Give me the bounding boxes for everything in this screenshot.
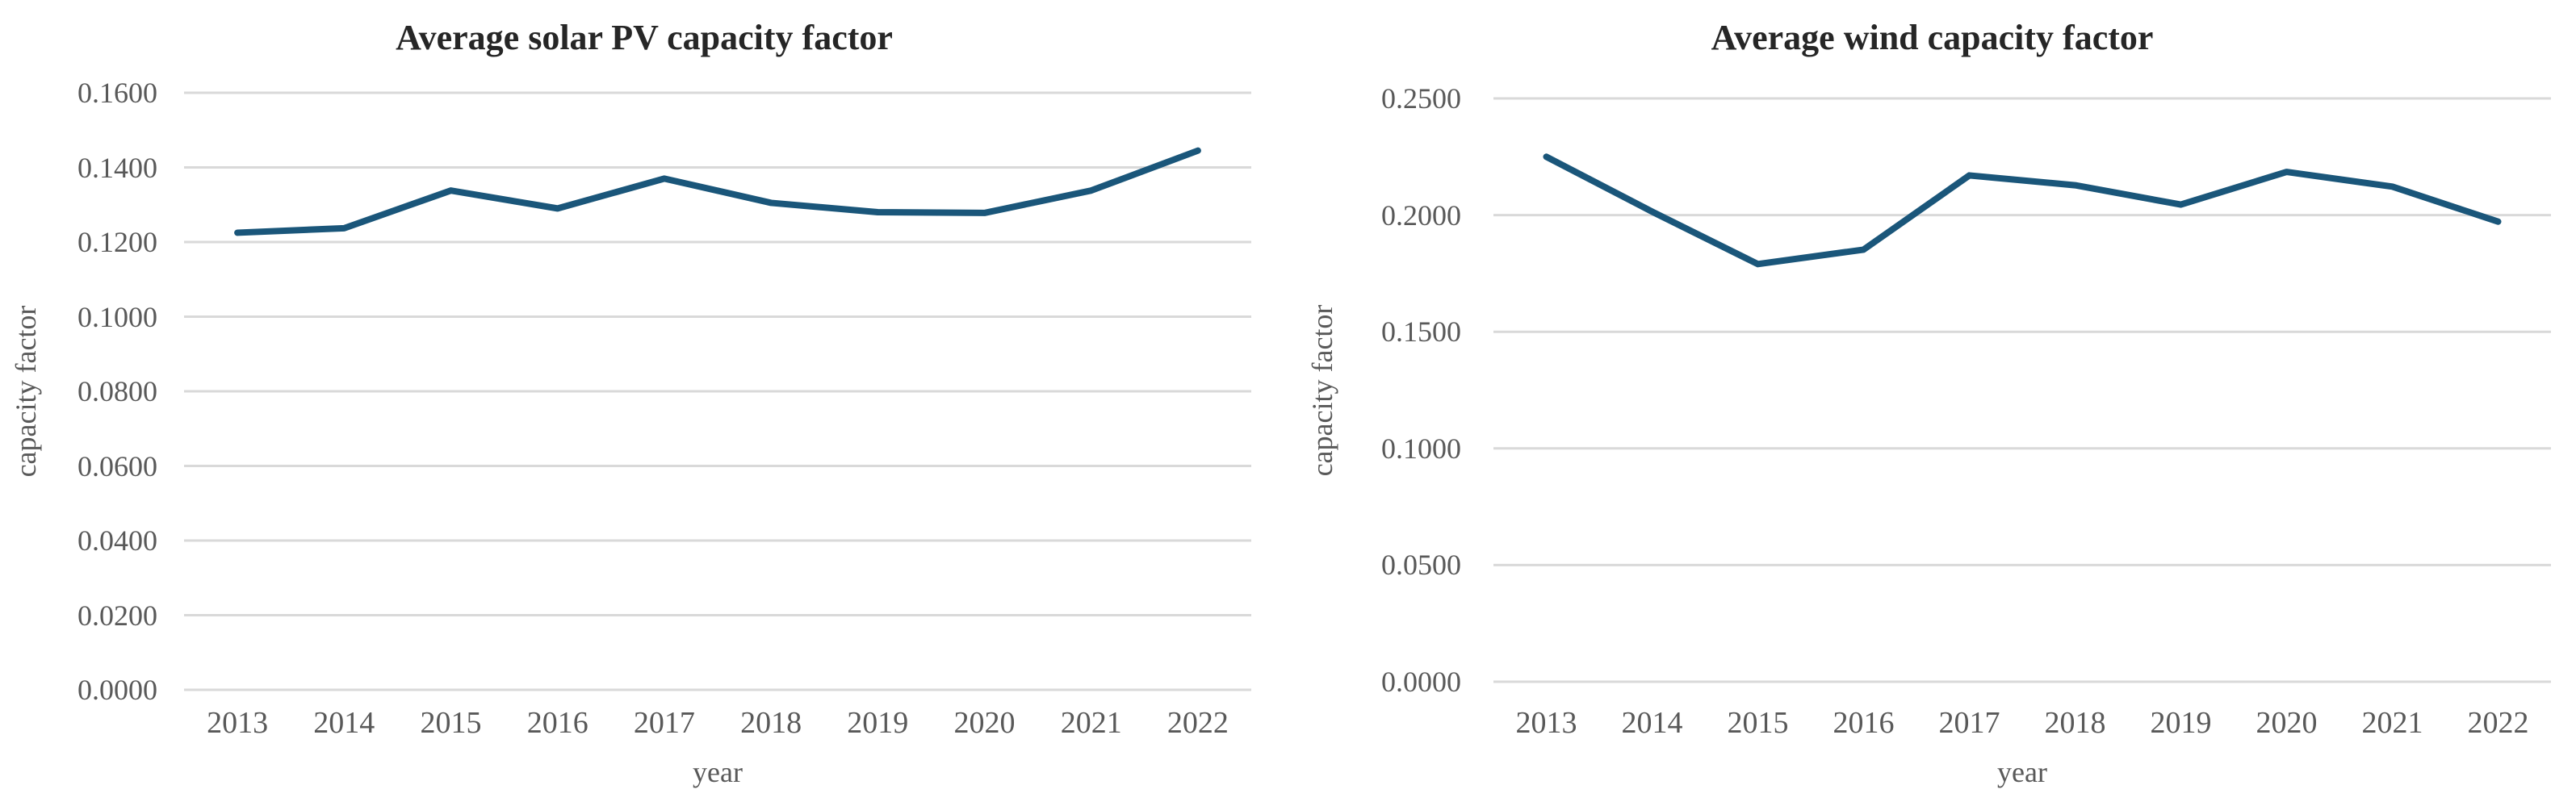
x-tick-label: 2015: [1727, 706, 1789, 740]
y-tick-label: 0.0600: [77, 449, 157, 482]
x-tick-label: 2017: [633, 706, 695, 740]
x-tick-label: 2019: [2150, 706, 2212, 740]
x-tick-label: 2017: [1938, 706, 2000, 740]
x-tick-label: 2016: [1833, 706, 1895, 740]
capacity-factor-series-line: [1543, 153, 2502, 268]
y-tick-label: 0.1600: [77, 77, 157, 109]
y-tick-label: 0.2500: [1381, 82, 1461, 115]
y-tick-label: 0.2000: [1381, 198, 1461, 232]
x-tick-label: 2015: [420, 706, 482, 740]
plot-area: [1493, 97, 2551, 683]
x-axis-label: year: [693, 756, 743, 788]
y-tick-label: 0.0000: [1381, 666, 1461, 698]
x-tick-label: 2014: [313, 706, 375, 740]
y-tick-label: 0.0400: [77, 524, 157, 557]
chart-title: Average solar PV capacity factor: [396, 18, 893, 57]
x-tick-label: 2022: [2467, 706, 2529, 740]
y-tick-label: 0.0500: [1381, 549, 1461, 582]
wind-capacity-factor-chart: Average wind capacity factor capacity fa…: [1288, 0, 2576, 806]
capacity-factor-series-line: [234, 147, 1201, 236]
y-tick-label: 0.0200: [77, 599, 157, 632]
y-axis-label: capacity factor: [1306, 304, 1338, 476]
x-tick-label: 2013: [207, 706, 269, 740]
x-tick-label: 2019: [847, 706, 909, 740]
x-tick-label: 2018: [740, 706, 802, 740]
x-tick-label: 2013: [1515, 706, 1577, 740]
plot-area: [184, 91, 1251, 691]
x-tick-label: 2014: [1621, 706, 1683, 740]
solar-pv-capacity-factor-chart: Average solar PV capacity factor capacit…: [10, 18, 1251, 788]
y-tick-label: 0.1500: [1381, 315, 1461, 349]
x-tick-label: 2016: [526, 706, 589, 740]
x-axis-label: year: [1997, 756, 2047, 788]
y-tick-label: 0.0800: [77, 375, 157, 407]
y-tick-label: 0.1000: [1381, 432, 1461, 465]
y-tick-label: 0.1400: [77, 151, 157, 184]
chart-title: Average wind capacity factor: [1711, 18, 2154, 57]
x-tick-label: 2021: [1060, 706, 1122, 740]
x-tick-label: 2018: [2044, 706, 2106, 740]
y-tick-label: 0.1000: [77, 300, 157, 333]
y-tick-label: 0.0000: [77, 674, 157, 706]
x-tick-label: 2021: [2361, 706, 2423, 740]
x-tick-label: 2022: [1167, 706, 1229, 740]
y-tick-label: 0.1200: [77, 226, 157, 258]
x-tick-label: 2020: [953, 706, 1016, 740]
x-tick-label: 2020: [2256, 706, 2318, 740]
y-axis-label: capacity factor: [10, 305, 42, 478]
